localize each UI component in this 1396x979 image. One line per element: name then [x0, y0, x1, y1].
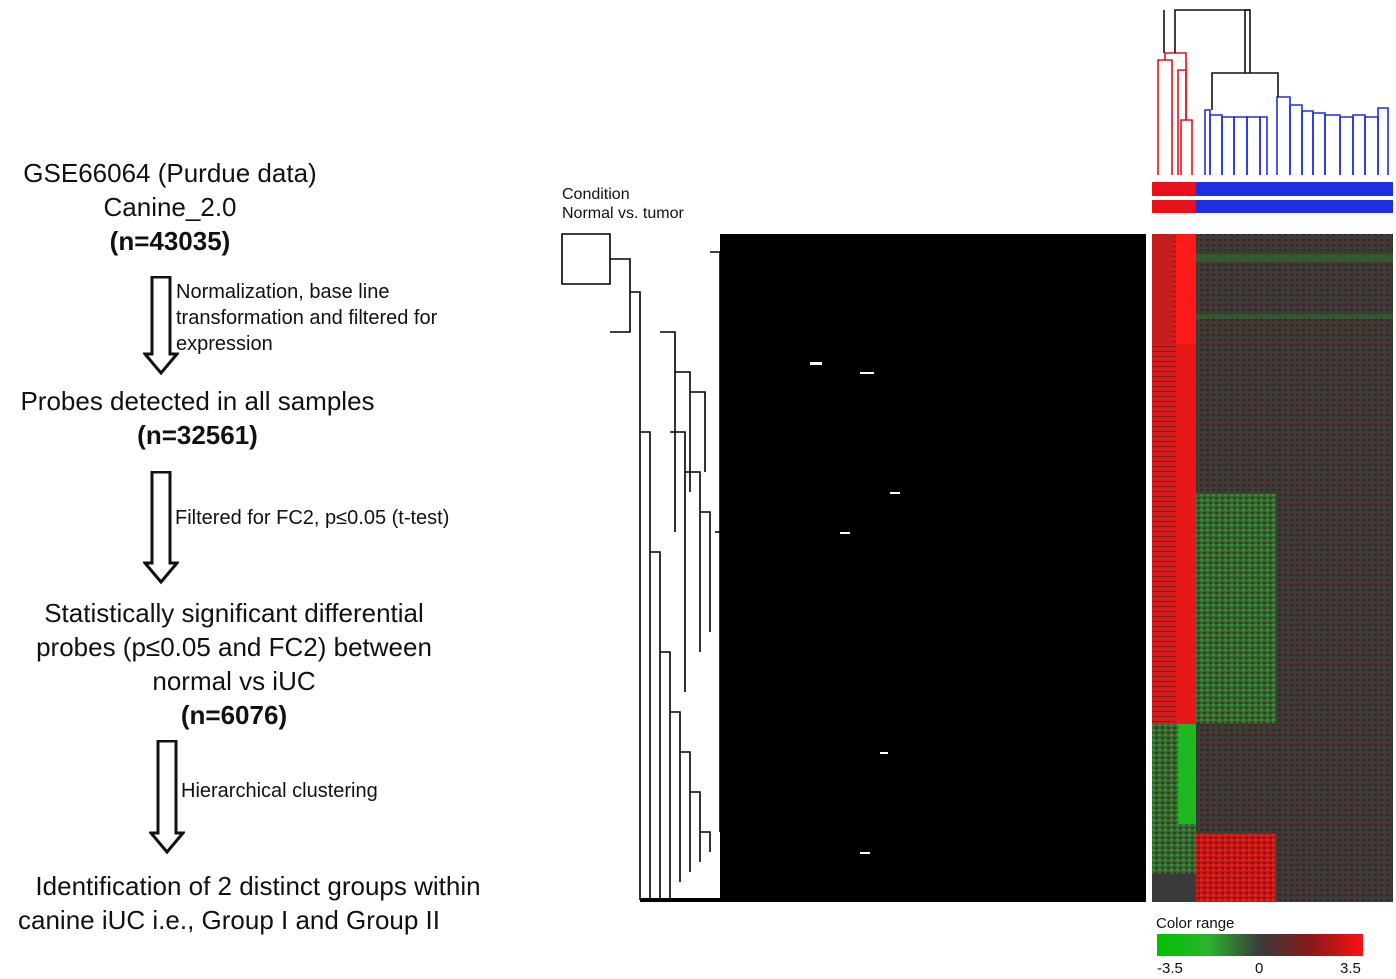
gene-dendrogram — [561, 233, 1146, 902]
step-significant-probes-line1: Statistically significant differential — [44, 598, 424, 628]
step-significant-probes-count: (n=6076) — [180, 700, 288, 730]
arrow-2-label: Filtered for FC2, p≤0.05 (t-test) — [175, 505, 449, 531]
arrow-3-label: Hierarchical clustering — [181, 778, 378, 804]
step-input-data: GSE66064 (Purdue data) Canine_2.0 (n=430… — [0, 156, 340, 258]
condition-bar-top-normal — [1152, 182, 1196, 196]
step-significant-probes-line2: probes (p≤0.05 and FC2) between — [36, 632, 432, 662]
colorbar-mid-label: 0 — [1255, 960, 1264, 977]
step-group-identification-line1: Identification of 2 distinct groups with… — [35, 871, 481, 901]
colorbar-gradient — [1157, 934, 1363, 956]
step-probes-detected-count: (n=32561) — [137, 420, 258, 450]
step-probes-detected: Probes detected in all samples (n=32561) — [0, 384, 395, 452]
step-input-data-count: (n=43035) — [109, 226, 231, 256]
step-significant-probes-line3: normal vs iUC — [152, 666, 316, 696]
condition-bar-top — [1152, 182, 1393, 196]
colorbar-min-label: -3.5 — [1157, 960, 1183, 977]
step-group-identification: Identification of 2 distinct groups with… — [4, 869, 512, 937]
arrow-1-label: Normalization, base line transformation … — [176, 279, 437, 357]
colorbar-max-label: 3.5 — [1340, 960, 1361, 977]
step-input-data-line2: Canine_2.0 — [103, 192, 237, 222]
down-arrow-3 — [149, 740, 185, 855]
arrow-1-label-line1: Normalization, base line — [176, 281, 390, 303]
down-arrow-1 — [143, 276, 179, 376]
sample-dendrogram — [1157, 9, 1389, 175]
expression-heatmap — [1152, 234, 1393, 902]
condition-bar-bottom — [1152, 200, 1393, 213]
arrow-1-label-line2: transformation and filtered for — [176, 307, 438, 329]
down-arrow-2 — [143, 471, 179, 585]
arrow-1-label-line3: expression — [176, 333, 273, 355]
arrow-2-label-line1: Filtered for FC2, p≤0.05 (t-test) — [175, 507, 450, 529]
condition-bar-bottom-normal — [1152, 200, 1196, 213]
step-probes-detected-line1: Probes detected in all samples — [20, 386, 375, 416]
condition-label: Condition Normal vs. tumor — [562, 185, 684, 223]
colorbar-title: Color range — [1156, 915, 1235, 932]
condition-label-line2: Normal vs. tumor — [562, 205, 684, 222]
step-group-identification-line2: canine iUC i.e., Group I and Group II — [18, 905, 440, 935]
step-input-data-line1: GSE66064 (Purdue data) — [23, 158, 317, 188]
arrow-3-label-line1: Hierarchical clustering — [181, 780, 378, 802]
step-significant-probes: Statistically significant differential p… — [0, 596, 468, 732]
condition-label-line1: Condition — [562, 186, 630, 203]
